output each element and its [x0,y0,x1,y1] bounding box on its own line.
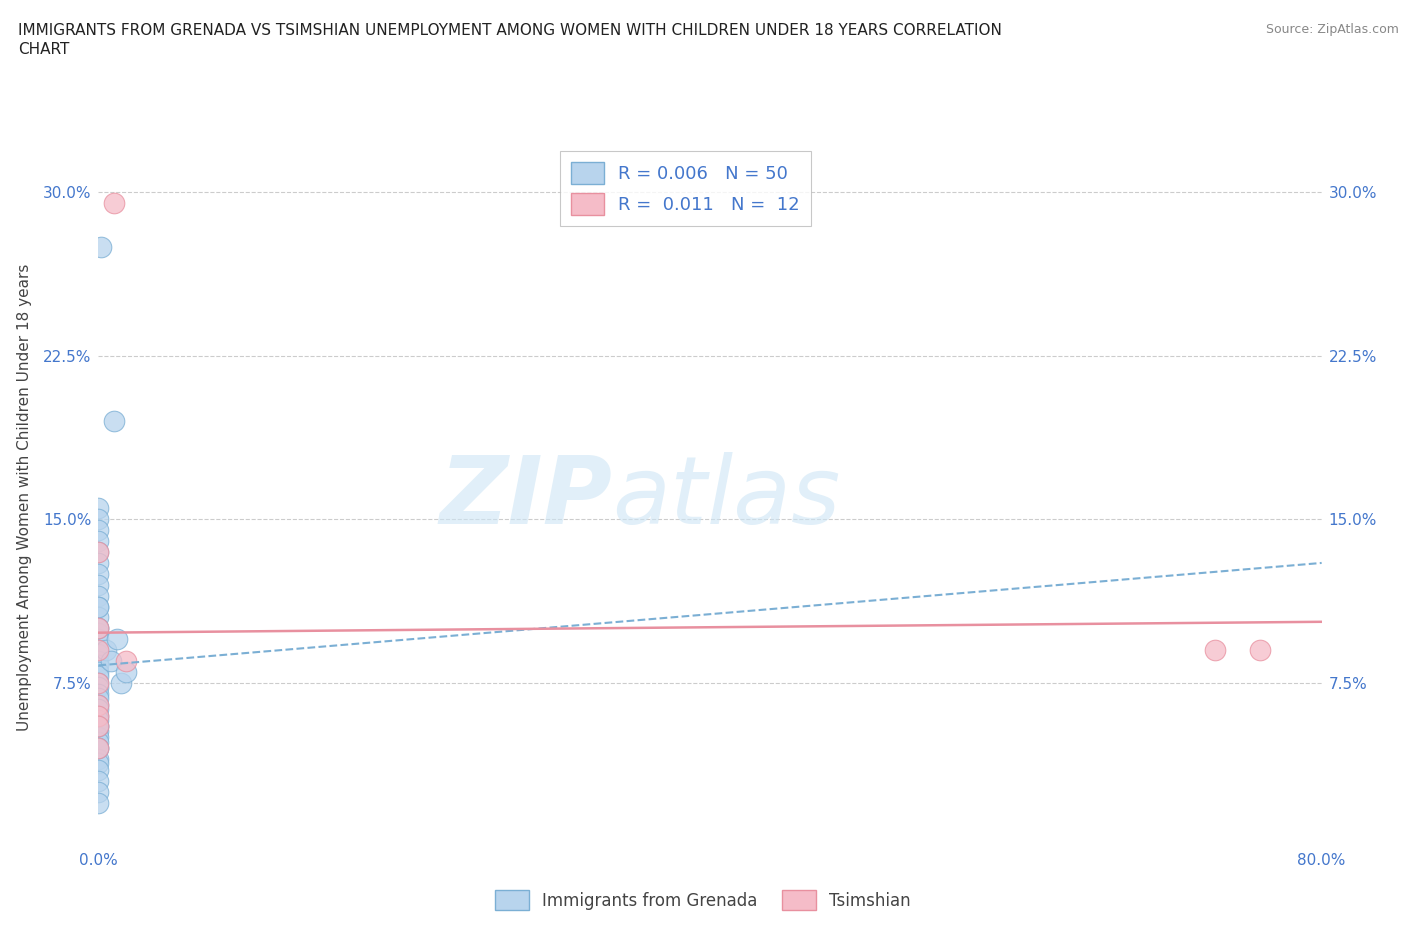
Point [87,599,110,614]
Point [94,643,117,658]
Text: CHART: CHART [18,42,70,57]
Point [105,631,128,646]
Point [87,719,110,734]
Point [110,675,132,690]
Point [87,698,110,712]
Point [87,686,110,701]
Point [87,730,110,745]
Point [87,701,110,716]
Point [87,719,110,734]
Point [87,741,110,756]
Point [87,534,110,549]
Point [87,566,110,581]
Point [87,741,110,756]
Point [87,795,110,810]
Point [87,751,110,766]
Point [87,708,110,723]
Point [87,555,110,570]
Point [87,741,110,756]
Text: atlas: atlas [612,452,841,543]
Text: Source: ZipAtlas.com: Source: ZipAtlas.com [1265,23,1399,36]
Point [1204,643,1226,658]
Point [87,665,110,680]
Point [87,610,110,625]
Point [103,196,125,211]
Point [87,631,110,646]
Legend: R = 0.006   N = 50, R =  0.011   N =  12: R = 0.006 N = 50, R = 0.011 N = 12 [561,151,811,226]
Point [87,621,110,636]
Point [87,501,110,516]
Point [87,774,110,789]
Point [87,625,110,640]
Point [87,784,110,799]
Point [87,719,110,734]
Point [87,669,110,684]
Point [87,724,110,738]
Point [115,654,138,669]
Point [87,691,110,706]
Point [87,756,110,771]
Point [87,735,110,750]
Point [103,414,125,429]
Y-axis label: Unemployment Among Women with Children Under 18 years: Unemployment Among Women with Children U… [17,264,32,731]
Point [87,654,110,669]
Point [87,763,110,777]
Point [87,512,110,526]
Point [87,658,110,672]
Point [87,621,110,636]
Text: IMMIGRANTS FROM GRENADA VS TSIMSHIAN UNEMPLOYMENT AMONG WOMEN WITH CHILDREN UNDE: IMMIGRANTS FROM GRENADA VS TSIMSHIAN UNE… [18,23,1002,38]
Point [87,643,110,658]
Point [87,621,110,636]
Point [87,578,110,592]
Point [87,599,110,614]
Point [1249,643,1271,658]
Point [87,523,110,538]
Point [87,643,110,658]
Point [87,588,110,603]
Point [87,647,110,662]
Legend: Immigrants from Grenada, Tsimshian: Immigrants from Grenada, Tsimshian [489,884,917,917]
Point [87,675,110,690]
Point [87,708,110,723]
Point [90,239,112,254]
Point [87,712,110,727]
Point [115,665,138,680]
Point [100,654,122,669]
Text: ZIP: ZIP [439,452,612,543]
Point [87,545,110,560]
Point [87,680,110,695]
Point [87,675,110,690]
Point [87,698,110,712]
Point [87,545,110,560]
